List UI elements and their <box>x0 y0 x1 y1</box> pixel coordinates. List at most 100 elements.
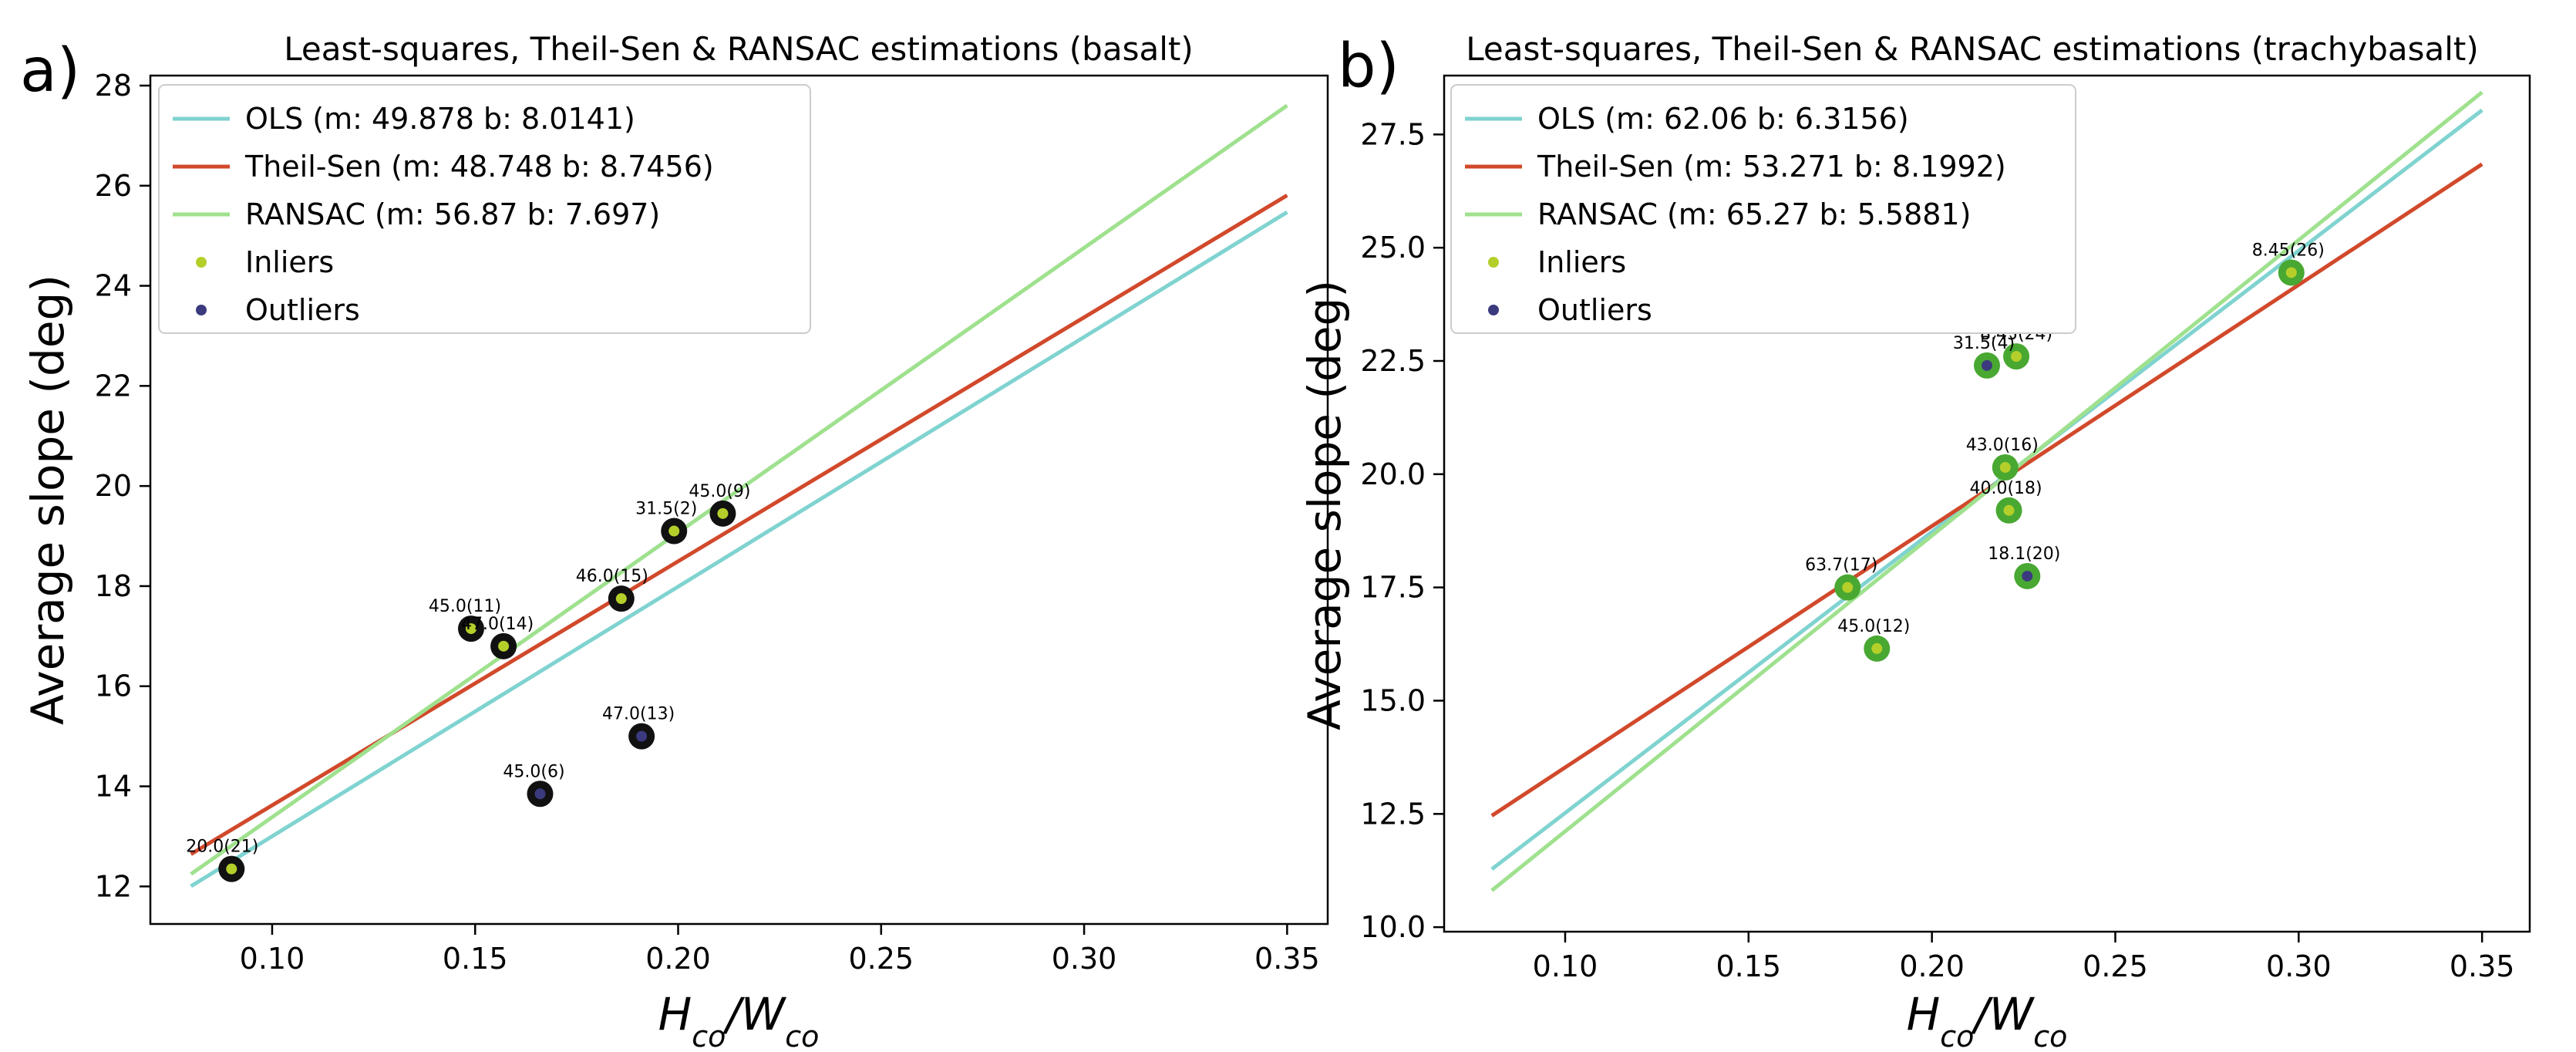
point-label: 40.0(18) <box>1969 479 2042 498</box>
legend-label: OLS (m: 62.06 b: 6.3156) <box>1537 102 1909 136</box>
inlier-marker <box>615 593 627 605</box>
y-tick-label: 24 <box>95 269 132 303</box>
y-tick-label: 20 <box>95 469 132 503</box>
inlier-marker <box>1842 582 1854 593</box>
point-labels-a: 20.0(21) 45.0(11)47.0(14) 45.0(6) 46.0(15) 4… <box>186 482 750 857</box>
point-label: 45.0(6) <box>503 762 564 781</box>
inlier-marker <box>498 640 510 652</box>
chart-title-a: Least-squares, Theil-Sen & RANSAC estima… <box>284 30 1193 68</box>
y-tick-label: 22 <box>95 369 132 403</box>
point-label: 47.0(14) <box>461 615 534 634</box>
fit-line-ransac <box>190 103 1288 876</box>
legend-marker <box>196 305 207 315</box>
x-tick-label: 0.35 <box>2450 949 2515 983</box>
x-tick-label: 0.30 <box>1052 942 1117 976</box>
legend-b: OLS (m: 62.06 b: 6.3156) Theil-Sen (m: 53… <box>1450 84 2076 334</box>
inlier-marker <box>2285 267 2297 278</box>
legend-label: Outliers <box>1537 293 1652 327</box>
legend-entries-b: OLS (m: 62.06 b: 6.3156) Theil-Sen (m: 53… <box>1465 102 2006 327</box>
points-b <box>1834 259 2305 662</box>
fit-lines-b <box>1490 90 2483 892</box>
point-label: 8.45(26) <box>2252 241 2325 260</box>
x-tick-label: 0.20 <box>645 942 711 976</box>
y-tick-label: 18 <box>95 569 132 603</box>
y-tick-label: 27.5 <box>1360 117 1426 151</box>
y-tick-label: 12.5 <box>1360 797 1426 831</box>
fit-line-ols <box>190 210 1288 888</box>
x-axis-label-a: Hco/Wco <box>658 988 820 1052</box>
legend-label: Outliers <box>245 293 360 327</box>
panel-label-a: a) <box>20 36 80 106</box>
legend-marker <box>1488 257 1499 268</box>
inlier-marker <box>2011 351 2022 362</box>
y-tick-label: 17.5 <box>1360 571 1426 605</box>
inlier-marker <box>1871 642 1883 654</box>
inlier-marker <box>465 623 476 635</box>
chart-title-b: Least-squares, Theil-Sen & RANSAC estima… <box>1466 30 2478 68</box>
x-tick-label: 0.30 <box>2266 949 2332 983</box>
legend-box-a <box>158 84 811 334</box>
legend-label: Inliers <box>245 245 334 279</box>
y-tick-label: 16 <box>95 669 132 703</box>
y-tick-label: 25.0 <box>1360 231 1426 265</box>
y-tick-label: 15.0 <box>1360 683 1426 717</box>
outlier-marker <box>534 788 546 800</box>
x-tick-label: 0.25 <box>848 942 914 976</box>
y-tick-label: 20.0 <box>1360 457 1426 491</box>
point-label: 45.0(12) <box>1837 617 1910 636</box>
fit-line-ransac <box>1490 90 2483 892</box>
chart-panel-b: b) Least-squares, Theil-Sen & RANSAC est… <box>1298 30 2531 1052</box>
y-tick-label: 26 <box>95 169 132 203</box>
y-tick-label: 12 <box>95 869 132 903</box>
inlier-marker <box>226 863 237 875</box>
point-label: 45.0(9) <box>689 482 750 501</box>
x-tick-label: 0.10 <box>1533 949 1598 983</box>
point-label: 45.0(11) <box>429 597 501 616</box>
x-ticks-b: 0.10 0.15 0.20 0.25 0.30 0.35 <box>1533 932 2515 983</box>
y-axis-label-a: Average slope (deg) <box>22 275 74 725</box>
point-label: 63.7(17) <box>1805 556 1877 575</box>
y-ticks-a: 12 14 16 18 20 22 24 26 28 <box>95 69 150 903</box>
fit-lines-a <box>190 103 1288 888</box>
x-tick-label: 0.20 <box>1899 949 1965 983</box>
legend-label: RANSAC (m: 56.87 b: 7.697) <box>245 197 660 231</box>
x-tick-label: 0.25 <box>2083 949 2148 983</box>
legend-label: RANSAC (m: 65.27 b: 5.5881) <box>1537 197 1971 231</box>
x-tick-label: 0.10 <box>240 942 305 976</box>
inlier-marker <box>668 525 680 537</box>
legend-box-b <box>1450 84 2076 334</box>
x-axis-label-b: Hco/Wco <box>1907 988 2068 1052</box>
point-label: 18.1(20) <box>1988 545 2060 564</box>
legend-label: Theil-Sen (m: 48.748 b: 8.7456) <box>244 150 714 184</box>
outlier-marker <box>636 730 648 742</box>
outlier-marker <box>2022 570 2033 582</box>
point-label: 31.5(2) <box>635 500 697 519</box>
point-label: 47.0(13) <box>602 705 675 724</box>
legend-a: OLS (m: 49.878 b: 8.0141) Theil-Sen (m: 4… <box>158 84 811 334</box>
y-tick-label: 14 <box>95 770 132 804</box>
y-tick-label: 28 <box>95 69 132 103</box>
legend-label: Inliers <box>1537 245 1626 279</box>
points-a <box>218 500 736 882</box>
y-tick-label: 22.5 <box>1360 344 1426 378</box>
outlier-marker <box>1982 359 1992 371</box>
inlier-marker <box>2003 504 2015 516</box>
legend-label: OLS (m: 49.878 b: 8.0141) <box>245 102 635 136</box>
y-ticks-b: 10.0 12.5 15.0 17.5 20.0 22.5 25.0 27.5 <box>1360 117 1444 944</box>
chart-panel-a: a) Least-squares, Theil-Sen & RANSAC est… <box>20 30 1329 1052</box>
x-tick-label: 0.15 <box>443 942 508 976</box>
y-tick-label: 10.0 <box>1360 910 1426 944</box>
y-axis-label-b: Average slope (deg) <box>1298 280 1351 730</box>
panel-label-b: b) <box>1338 32 1399 101</box>
x-tick-label: 0.15 <box>1716 949 1782 983</box>
inlier-marker <box>717 507 729 519</box>
point-label: 46.0(15) <box>576 567 648 586</box>
legend-label: Theil-Sen (m: 53.271 b: 8.1992) <box>1537 150 2006 184</box>
point-label: 20.0(21) <box>186 838 258 857</box>
legend-marker <box>196 257 207 268</box>
point-label: 31.5(4) <box>1953 334 2015 353</box>
legend-entries-a: OLS (m: 49.878 b: 8.0141) Theil-Sen (m: 4… <box>173 102 714 327</box>
point-label: 43.0(16) <box>1966 436 2039 455</box>
legend-marker <box>1488 305 1499 315</box>
